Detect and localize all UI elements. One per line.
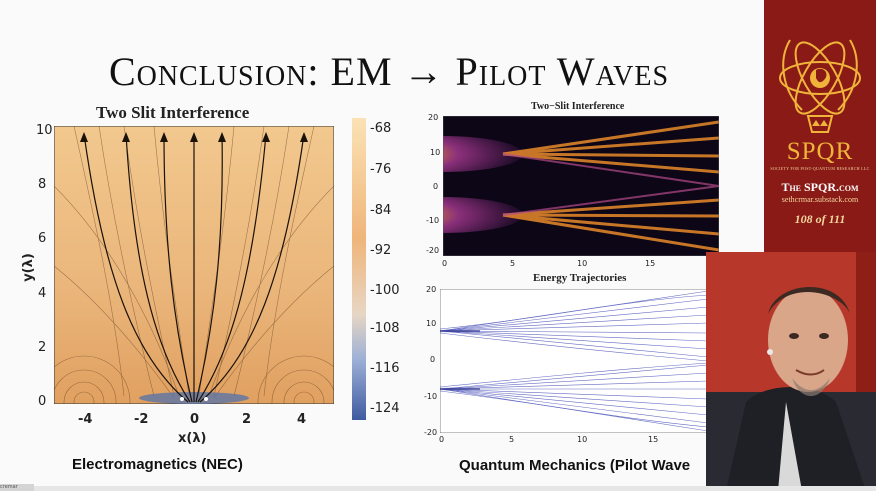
- x-axis-label: x(λ): [178, 431, 207, 446]
- colorbar-label: -108: [370, 321, 400, 336]
- x-tick: 10: [577, 259, 588, 268]
- slide-title: Conclusion: EM → Pilot Waves: [108, 49, 670, 94]
- y-tick: 2: [38, 340, 47, 355]
- em-contour-plot: [54, 126, 334, 404]
- spqr-logo-icon: [779, 39, 861, 133]
- x-tick: 5: [510, 259, 516, 268]
- x-tick: 5: [509, 435, 515, 444]
- bottom-strip: [0, 486, 876, 491]
- colorbar-label: -76: [370, 162, 392, 177]
- y-tick: -20: [426, 246, 440, 255]
- colorbar-label: -92: [370, 243, 392, 258]
- y-tick: 10: [426, 319, 437, 328]
- y-tick: 10: [36, 123, 53, 138]
- y-tick: 20: [428, 113, 439, 122]
- x-tick: 2: [242, 412, 252, 427]
- x-tick: 0: [439, 435, 445, 444]
- x-tick: -4: [78, 412, 93, 427]
- y-tick: 0: [38, 394, 47, 409]
- sidebar-small-text: SOCIETY FOR POST-QUANTUM RESEARCH LLC: [770, 166, 870, 171]
- sidebar-logo-text: SPQR: [786, 138, 854, 165]
- y-tick: 0: [430, 355, 436, 364]
- pilot-wave-density-plot: [443, 116, 719, 256]
- x-tick: 0: [442, 259, 448, 268]
- colorbar-label: -124: [370, 401, 400, 416]
- y-tick: 10: [430, 148, 441, 157]
- participant-name-tag: cremar: [0, 484, 34, 491]
- right-bottom-title: Energy Trajectories: [533, 272, 627, 284]
- x-tick: 4: [297, 412, 307, 427]
- y-tick: 0: [433, 182, 439, 191]
- y-tick: 20: [426, 285, 437, 294]
- energy-trajectories-plot: [440, 289, 708, 433]
- colorbar-label: -100: [370, 283, 400, 298]
- left-caption: Electromagnetics (NEC): [72, 456, 243, 473]
- right-caption: Quantum Mechanics (Pilot Wave: [459, 457, 691, 474]
- y-axis-label: y(λ): [20, 253, 36, 282]
- slide-page-number: 108 of 111: [794, 212, 846, 226]
- x-tick: 15: [645, 259, 656, 268]
- right-top-title: Two−Slit Interference: [531, 101, 625, 112]
- y-tick: -20: [424, 428, 438, 437]
- x-tick: 10: [577, 435, 588, 444]
- sidebar-substack: sethcrmar.substack.com: [781, 195, 859, 204]
- y-tick: -10: [426, 216, 440, 225]
- x-tick: 15: [648, 435, 659, 444]
- presenter-video-image: [706, 252, 876, 491]
- sidebar-site: The SPQR.com: [781, 180, 859, 194]
- y-tick: -10: [424, 392, 438, 401]
- presenter-webcam: [706, 252, 876, 491]
- y-tick: 8: [38, 177, 47, 192]
- colorbar: [352, 118, 366, 420]
- colorbar-label: -68: [370, 121, 392, 136]
- colorbar-label: -84: [370, 203, 392, 218]
- y-tick: 6: [38, 231, 47, 246]
- x-tick: 0: [190, 412, 200, 427]
- x-tick: -2: [134, 412, 149, 427]
- y-tick: 4: [38, 286, 47, 301]
- colorbar-label: -116: [370, 361, 400, 376]
- left-plot-title: Two Slit Interference: [96, 103, 250, 122]
